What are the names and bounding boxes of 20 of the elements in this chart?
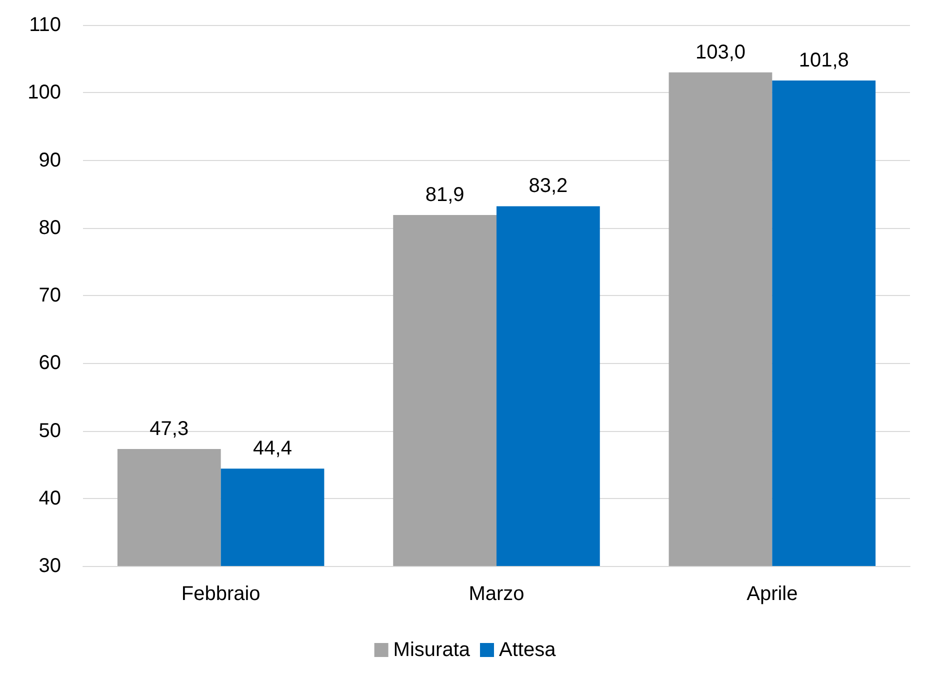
x-tick-label: Marzo [468, 583, 524, 605]
y-tick-label: 30 [38, 555, 61, 577]
y-tick-label: 90 [38, 149, 61, 172]
data-label: 81,9 [425, 184, 464, 206]
data-label: 44,4 [253, 438, 292, 460]
x-tick-label: Aprile [746, 583, 798, 605]
y-tick-label: 50 [38, 420, 61, 442]
x-tick-label: Febbraio [181, 583, 260, 605]
legend-label: Misurata [393, 639, 471, 661]
y-tick-label: 60 [38, 352, 61, 374]
data-label: 103,0 [695, 41, 746, 64]
data-label: 47,3 [150, 418, 189, 440]
y-tick-label: 110 [29, 14, 61, 36]
y-tick-label: 70 [38, 284, 61, 306]
y-tick-label: 40 [38, 487, 61, 510]
y-tick-label: 80 [38, 216, 61, 239]
y-tick-label: 100 [28, 82, 61, 104]
data-label: 83,2 [528, 175, 568, 198]
data-label: 101,8 [798, 49, 849, 72]
legend-label: Attesa [498, 639, 557, 661]
